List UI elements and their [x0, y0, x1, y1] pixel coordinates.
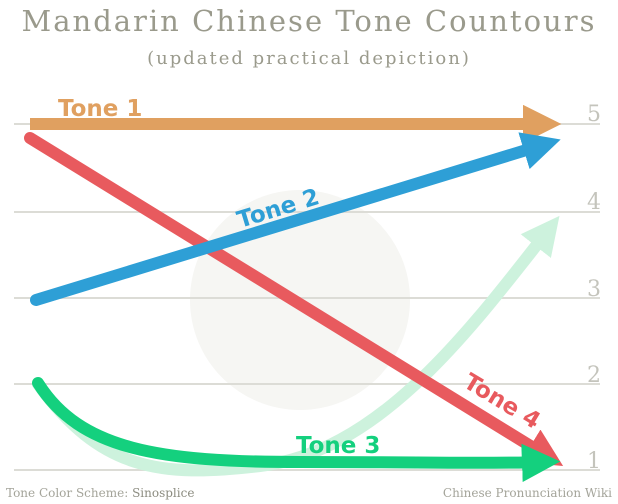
tone-3-contour — [32, 377, 561, 483]
level-label-2: 2 — [587, 363, 601, 388]
footer-credit-prefix: Tone Color Scheme: — [6, 486, 133, 500]
footer-credit: Tone Color Scheme: Sinosplice — [6, 486, 194, 500]
level-label-5: 5 — [587, 102, 601, 127]
diagram-subtitle: (updated practical depiction) — [147, 48, 471, 69]
tone-4-contour — [24, 132, 564, 467]
diagram-title: Mandarin Chinese Tone Countours — [21, 4, 597, 38]
tone-3-label: Tone 3 — [296, 433, 380, 459]
footer-credit-source: Sinosplice — [132, 486, 195, 500]
level-label-4: 4 — [587, 190, 601, 215]
level-label-1: 1 — [587, 449, 601, 474]
tone-2-contour — [30, 132, 561, 306]
level-label-3: 3 — [587, 277, 601, 302]
footer-wiki: Chinese Pronunciation Wiki — [442, 486, 612, 500]
tone-1-label: Tone 1 — [58, 96, 142, 122]
